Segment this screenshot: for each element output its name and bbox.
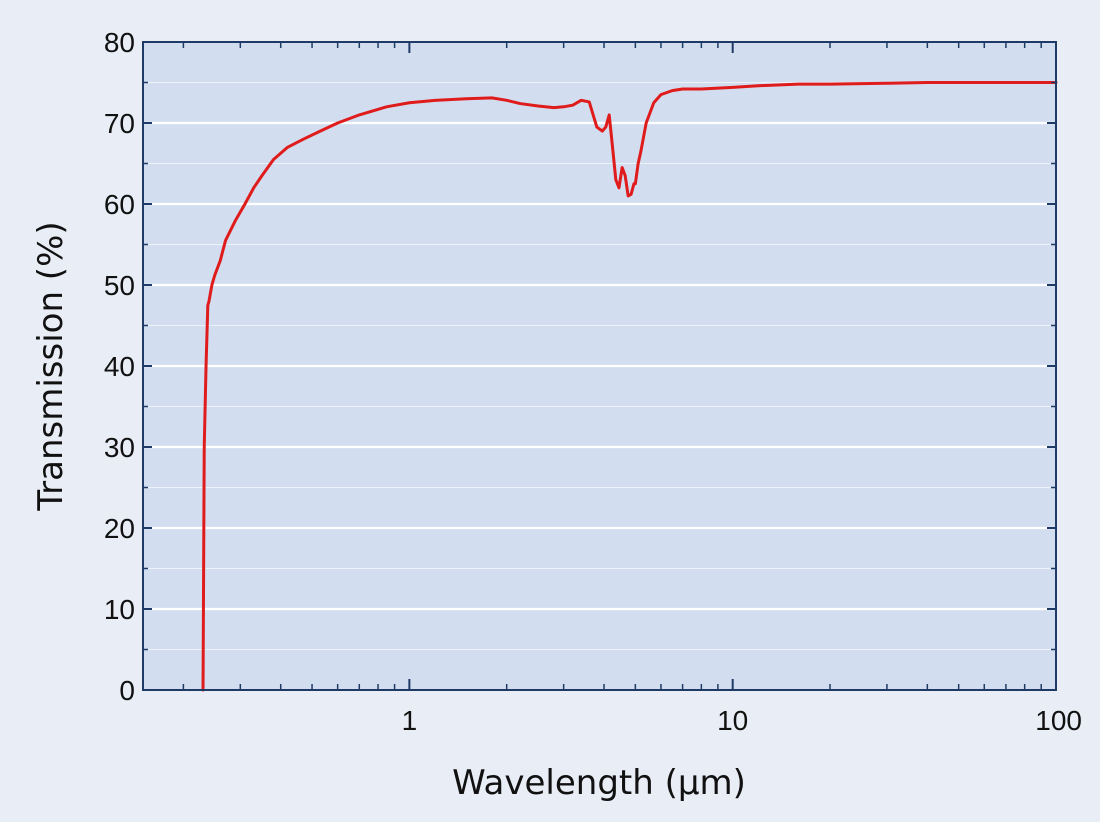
x-tick-label: 1 [402,705,418,736]
tick-labels: 0 10 20 30 40 50 60 70 80 1 10 100 [104,27,1082,736]
x-tick-label: 100 [1035,705,1082,736]
y-tick-label: 70 [104,108,135,139]
y-tick-label: 20 [104,513,135,544]
y-tick-label: 30 [104,432,135,463]
tick-marks [143,41,1057,691]
y-axis-label: Transmission (%) [31,221,71,511]
y-tick-label: 60 [104,189,135,220]
y-tick-label: 80 [104,27,135,58]
x-tick-label: 10 [717,705,748,736]
y-tick-label: 0 [119,675,135,706]
transmission-series-line [201,81,1058,692]
grid-lines [143,82,1056,650]
x-axis-label: Wavelength (µm) [452,763,746,803]
y-tick-label: 10 [104,594,135,625]
series-layer [201,81,1058,692]
y-tick-label: 40 [104,351,135,382]
y-tick-label: 50 [104,270,135,301]
